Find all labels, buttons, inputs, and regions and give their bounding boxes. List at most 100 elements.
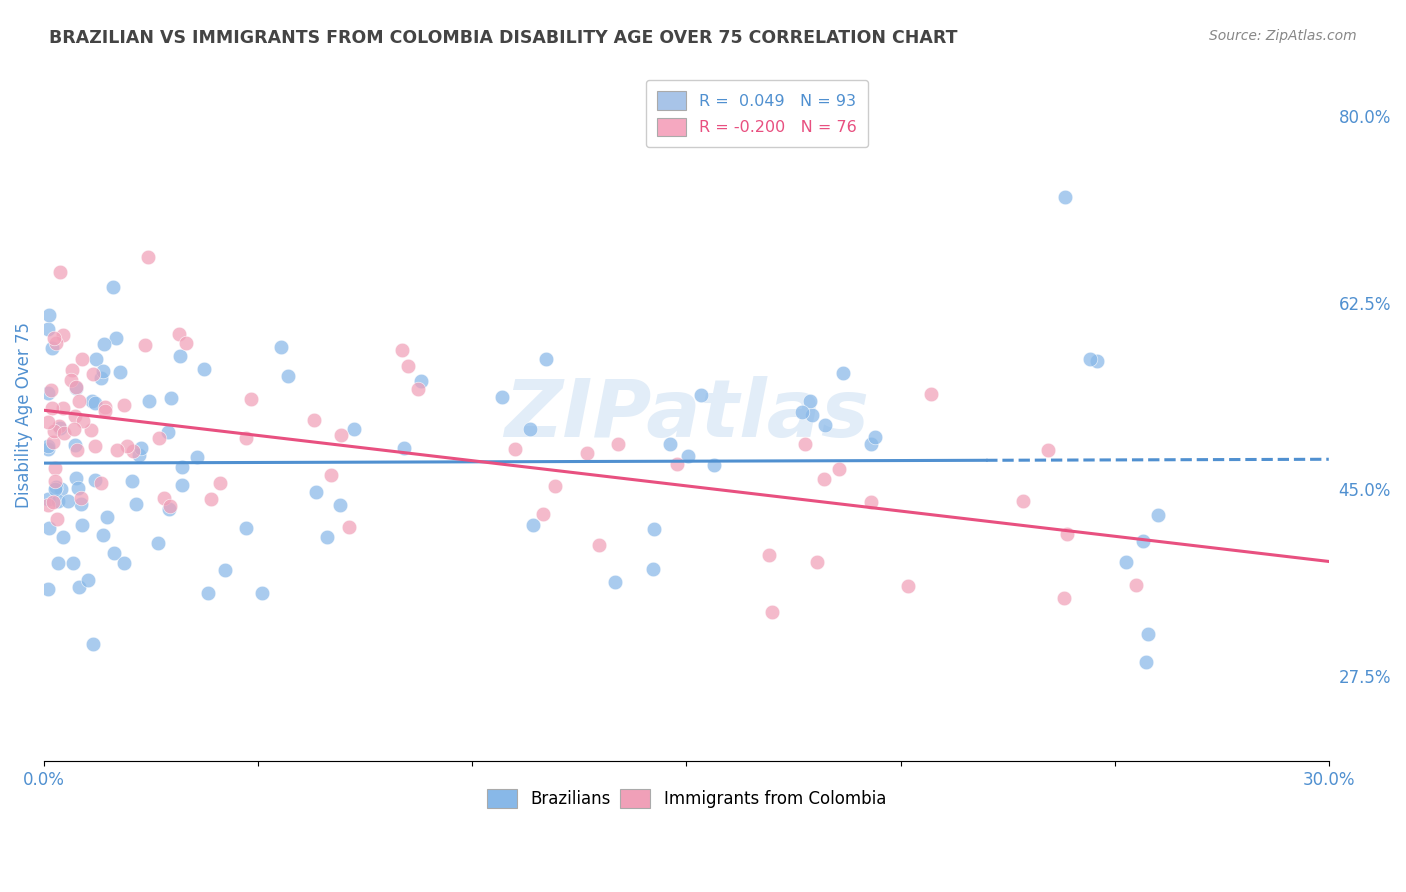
Point — [1085, 354, 1108, 368]
Point — [491, 390, 513, 404]
Point — [170, 478, 193, 492]
Point — [159, 499, 181, 513]
Point — [46, 556, 69, 570]
Point — [531, 507, 554, 521]
Point — [391, 343, 413, 357]
Point — [38, 520, 60, 534]
Point — [920, 387, 942, 401]
Point — [39, 384, 62, 398]
Point — [703, 458, 725, 473]
Point — [761, 606, 783, 620]
Point — [41, 401, 63, 415]
Point — [65, 381, 87, 395]
Point — [208, 475, 231, 490]
Point — [316, 530, 339, 544]
Point — [239, 392, 262, 407]
Point — [859, 437, 882, 451]
Point — [214, 563, 236, 577]
Point — [790, 404, 813, 418]
Point — [1056, 526, 1078, 541]
Y-axis label: Disability Age Over 75: Disability Age Over 75 — [15, 322, 32, 508]
Point — [37, 439, 59, 453]
Point — [343, 422, 366, 436]
Legend: Brazilians, Immigrants from Colombia: Brazilians, Immigrants from Colombia — [479, 782, 893, 815]
Point — [576, 446, 599, 460]
Point — [148, 431, 170, 445]
Point — [37, 492, 59, 507]
Text: Source: ZipAtlas.com: Source: ZipAtlas.com — [1209, 29, 1357, 43]
Point — [49, 482, 72, 496]
Point — [42, 434, 65, 449]
Point — [48, 419, 70, 434]
Point — [793, 437, 815, 451]
Point — [122, 444, 145, 458]
Point — [676, 449, 699, 463]
Point — [1038, 442, 1060, 457]
Point — [534, 351, 557, 366]
Point — [157, 425, 180, 439]
Point — [69, 491, 91, 505]
Point — [94, 404, 117, 418]
Point — [70, 497, 93, 511]
Point — [91, 364, 114, 378]
Point — [519, 422, 541, 436]
Point — [62, 422, 84, 436]
Point — [758, 548, 780, 562]
Point — [67, 394, 90, 409]
Point — [1080, 351, 1102, 366]
Point — [134, 337, 156, 351]
Point — [897, 579, 920, 593]
Point — [832, 366, 855, 380]
Point — [37, 322, 59, 336]
Point — [1147, 508, 1170, 523]
Point — [1125, 578, 1147, 592]
Point — [1053, 190, 1076, 204]
Point — [337, 520, 360, 534]
Point — [51, 530, 73, 544]
Point — [46, 511, 69, 525]
Point — [37, 415, 59, 429]
Point — [174, 335, 197, 350]
Point — [200, 492, 222, 507]
Point — [270, 340, 292, 354]
Point — [193, 361, 215, 376]
Point — [128, 448, 150, 462]
Point — [49, 265, 72, 279]
Point — [806, 555, 828, 569]
Point — [813, 472, 835, 486]
Point — [169, 349, 191, 363]
Point — [37, 442, 59, 456]
Point — [543, 479, 565, 493]
Point — [84, 351, 107, 366]
Point — [160, 391, 183, 405]
Point — [44, 331, 66, 345]
Point — [41, 341, 63, 355]
Point — [112, 398, 135, 412]
Point — [52, 401, 75, 415]
Point — [104, 331, 127, 345]
Point — [319, 468, 342, 483]
Point — [38, 308, 60, 322]
Point — [83, 473, 105, 487]
Point — [37, 582, 59, 596]
Point — [42, 494, 65, 508]
Point — [94, 400, 117, 414]
Point — [522, 518, 544, 533]
Point — [799, 394, 821, 409]
Point — [65, 409, 87, 424]
Point — [860, 495, 883, 509]
Point — [105, 442, 128, 457]
Point — [65, 471, 87, 485]
Point — [167, 326, 190, 341]
Point — [170, 460, 193, 475]
Point — [329, 427, 352, 442]
Point — [125, 497, 148, 511]
Point — [658, 437, 681, 451]
Point — [56, 494, 79, 508]
Point — [45, 336, 67, 351]
Point — [37, 499, 59, 513]
Point — [392, 441, 415, 455]
Point — [45, 480, 67, 494]
Point — [52, 425, 75, 440]
Point — [72, 414, 94, 428]
